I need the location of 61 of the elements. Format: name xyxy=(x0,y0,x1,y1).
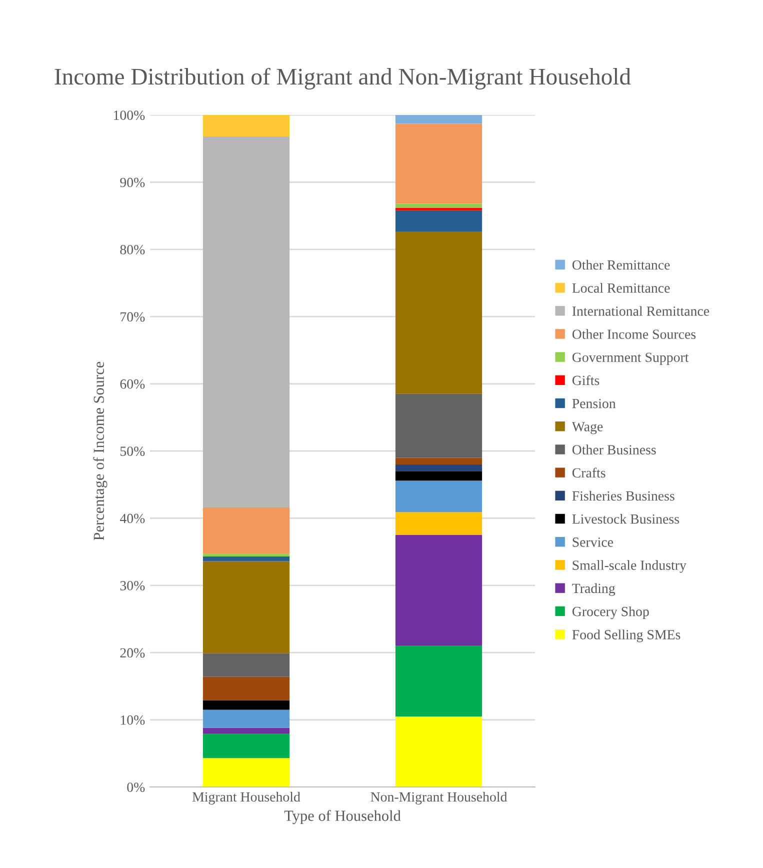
legend-label: Local Remittance xyxy=(572,282,670,293)
legend-label: Service xyxy=(572,538,614,547)
bar xyxy=(202,556,290,562)
legend-label: Livestock Business xyxy=(572,514,679,524)
y-tick-label: 90% xyxy=(120,178,145,188)
y-tick-label: 60% xyxy=(120,379,145,389)
bar xyxy=(202,653,290,677)
legend-label: Food Selling SMEs xyxy=(572,630,680,642)
bar xyxy=(202,710,290,728)
bar xyxy=(395,208,482,210)
y-tick-label: 40% xyxy=(120,514,145,524)
legend-label: Trading xyxy=(572,583,616,596)
bar xyxy=(395,232,482,394)
bar xyxy=(202,700,290,710)
legend-label: Wage xyxy=(572,422,603,434)
bar xyxy=(395,471,482,481)
bar xyxy=(395,535,482,646)
legend-label: Other Income Sources xyxy=(572,329,696,339)
bar xyxy=(395,394,482,458)
bar xyxy=(202,561,290,654)
bar xyxy=(395,464,482,472)
y-tick-label: 50% xyxy=(120,446,145,456)
legend-label: International Remittance xyxy=(572,306,710,316)
bar xyxy=(395,210,482,232)
x-tick-label: Non-Migrant Household xyxy=(370,792,508,804)
bar xyxy=(395,480,482,512)
bar xyxy=(202,734,290,758)
y-tick-label: 80% xyxy=(120,244,145,254)
legend-label: Grocery Shop xyxy=(572,606,649,620)
bar xyxy=(202,115,290,137)
bar xyxy=(202,728,290,734)
legend-label: Fisheries Business xyxy=(572,490,674,501)
bar xyxy=(395,204,482,208)
y-tick-label: 70% xyxy=(120,312,145,322)
y-tick-label: 10% xyxy=(120,715,145,725)
bar xyxy=(202,136,290,508)
bar xyxy=(202,758,290,787)
y-tick-label: 0% xyxy=(127,782,145,792)
legend-label: Crafts xyxy=(572,468,606,478)
bar xyxy=(202,676,290,700)
y-tick-label: 30% xyxy=(120,580,145,590)
x-tick-label: Migrant Household xyxy=(192,792,300,804)
bar xyxy=(395,458,482,464)
legend-label: Gifts xyxy=(572,375,600,386)
legend-label: Small-scale Industry xyxy=(572,560,686,573)
bar xyxy=(202,507,290,554)
legend-label: Other Remittance xyxy=(572,260,670,270)
bar xyxy=(395,646,482,716)
chart-title: Income Distribution of Migrant and Non-Migrant Household xyxy=(54,68,631,90)
bar xyxy=(395,124,482,204)
bar xyxy=(395,115,482,124)
legend-label: Pension xyxy=(572,398,616,408)
y-tick-label: 100% xyxy=(114,110,145,120)
bar xyxy=(395,716,482,787)
bar xyxy=(395,512,482,535)
bar xyxy=(202,554,290,557)
y-axis-title: Percentage of Income Source xyxy=(93,362,108,540)
x-axis-title: Type of Household xyxy=(284,810,401,824)
legend-label: Government Support xyxy=(572,352,689,365)
legend-label: Other Business xyxy=(572,444,656,454)
y-tick-label: 20% xyxy=(120,648,145,658)
